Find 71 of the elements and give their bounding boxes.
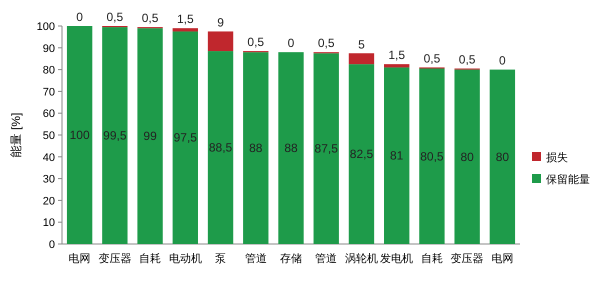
data-label: 99 [143,129,158,144]
x-tick-label: 管道 [244,253,267,265]
data-label: 100 [70,128,90,142]
data-label: 0,5 [424,51,441,66]
y-tick-label: 0 [48,239,55,251]
bar [102,27,128,244]
x-tick-label: 存储 [280,253,302,265]
bar [208,51,234,244]
data-label: 88 [249,141,263,156]
y-tick-label: 60 [42,108,55,120]
data-label: 0 [288,36,295,50]
x-tick-label: 变压器 [98,252,132,265]
y-tick-label: 100 [36,21,55,33]
data-label: 0,5 [458,52,476,67]
data-label: 80 [460,150,474,164]
bar [314,53,339,244]
bar [384,67,410,244]
legend-label: 保留能量 [546,173,590,186]
bar [208,31,234,52]
x-tick-label: 涡轮机 [344,253,378,265]
y-tick-label: 40 [42,152,55,164]
bar [490,70,516,244]
data-label: 99,5 [103,128,127,143]
bar [172,28,198,32]
data-label: 80 [496,150,510,164]
data-label: 1,5 [388,48,406,62]
bar [172,31,198,244]
y-tick-label: 30 [42,174,55,186]
y-tick-label: 70 [42,86,55,98]
data-label: 88,5 [208,140,233,155]
data-label: 82,5 [350,147,374,162]
x-tick-label: 电网 [491,252,514,265]
x-tick-label: 电网 [68,252,91,265]
x-tick-label: 电动机 [168,252,202,265]
data-label: 0,5 [247,35,264,50]
x-tick-label: 管道 [315,253,338,265]
y-axis-title: 能量 [%] [9,112,23,158]
bar [384,64,410,68]
bar [348,64,374,244]
bar [243,52,268,244]
data-label: 0 [499,54,506,68]
y-tick-label: 10 [42,217,55,230]
data-label: 1,5 [176,12,194,26]
bar [278,52,304,244]
legend-label: 损失 [546,151,568,164]
bar [348,53,374,64]
data-label: 0,5 [106,10,124,24]
x-tick-label: 自耗 [420,252,443,265]
bar [137,28,163,244]
x-tick-label: 自耗 [139,252,162,265]
y-tick-label: 50 [42,130,55,142]
data-label: 5 [358,37,366,52]
x-tick-label: 泵 [215,253,226,265]
data-label: 80,5 [420,149,444,164]
data-label: 0 [76,10,84,24]
data-label: 97,5 [174,130,198,145]
data-label: 0,5 [142,11,159,26]
bar [66,26,92,244]
data-label: 9 [217,15,224,30]
bar [454,70,480,244]
y-tick-label: 80 [42,64,55,77]
data-label: 0,5 [318,36,335,50]
x-tick-label: 发电机 [380,252,414,265]
axis-y: 0 10 20 30 40 50 60 70 80 90 100 [36,21,62,251]
data-label: 87,5 [314,142,338,156]
x-tick-label: 变压器 [450,252,484,265]
y-tick-label: 90 [42,42,55,55]
y-tick-label: 20 [42,195,55,208]
data-label: 88 [284,141,298,156]
data-label: 81 [390,148,404,163]
bar [419,68,445,244]
